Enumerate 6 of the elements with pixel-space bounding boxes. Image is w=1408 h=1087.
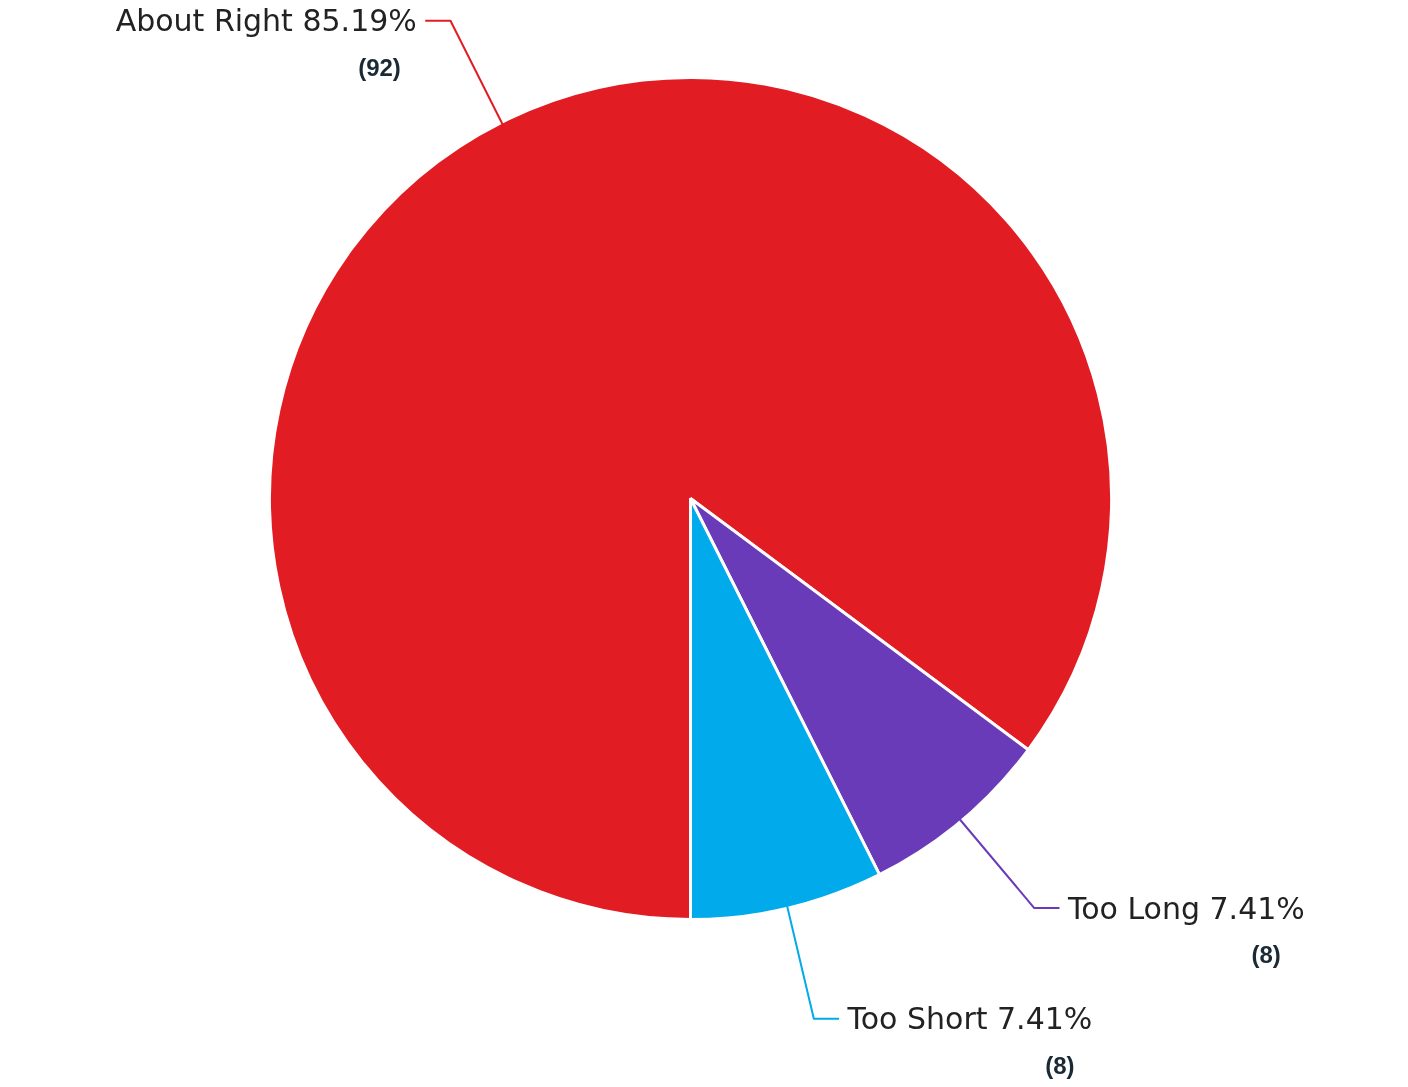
text: (8) bbox=[1251, 940, 1281, 968]
slice-label: Too Short 7.41% bbox=[846, 1001, 1093, 1037]
slice-label: About Right 85.19% bbox=[115, 3, 417, 39]
slice-label: Too Long 7.41% bbox=[1066, 890, 1305, 926]
text: (8) bbox=[1045, 1051, 1075, 1079]
text: (92) bbox=[358, 53, 401, 81]
